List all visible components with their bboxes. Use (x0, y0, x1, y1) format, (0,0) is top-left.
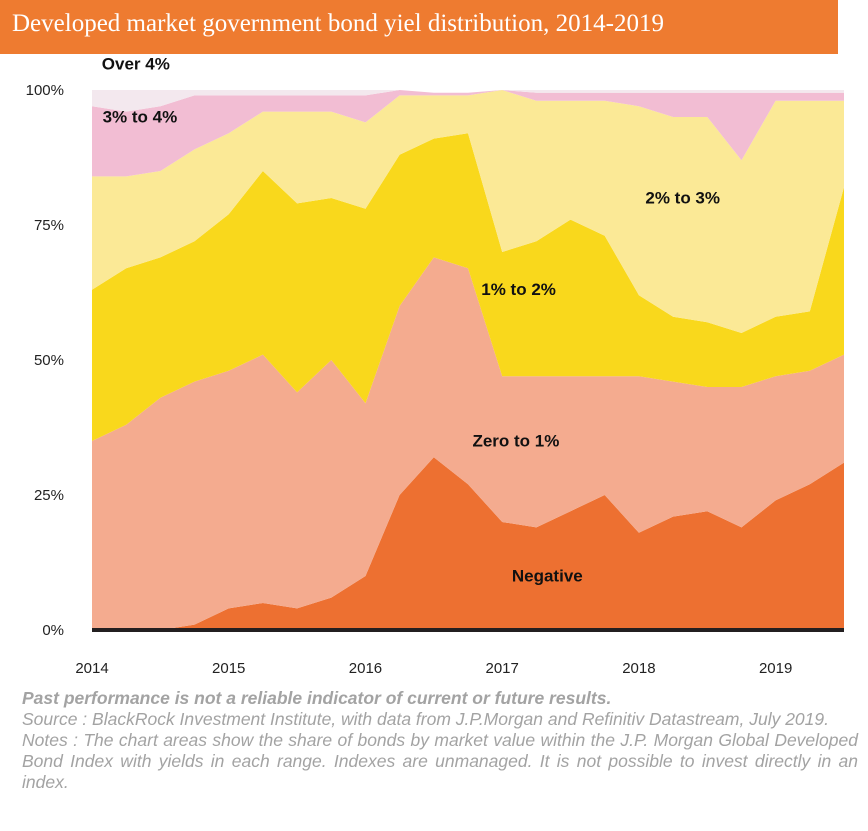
y-axis-ticks: 0% 25% 50% 75% 100% (26, 82, 64, 639)
chart-footer: Past performance is not a reliable indic… (22, 688, 858, 793)
series-label-2-to-3: 2% to 3% (645, 188, 720, 207)
x-axis-ticks: 2014 2015 2016 2017 2018 2019 (75, 660, 792, 677)
area-2-to-3 (92, 90, 844, 333)
y-tick-label: 100% (26, 82, 64, 99)
x-tick-label: 2018 (622, 660, 655, 677)
x-tick-label: 2016 (349, 660, 382, 677)
series-labels: Negative Zero to 1% 1% to 2% 2% to 3% 3% to … (102, 56, 720, 585)
y-tick-label: 0% (42, 622, 64, 639)
area-3-to-4 (92, 90, 844, 177)
y-tick-label: 50% (34, 352, 64, 369)
zero-baseline (92, 628, 844, 632)
series-label-1-to-2: 1% to 2% (481, 280, 556, 299)
disclaimer-text: Past performance is not a reliable indic… (22, 688, 612, 708)
title-bar: Developed market government bond yiel di… (0, 0, 838, 54)
source-text: Source : BlackRock Investment Institute,… (22, 709, 829, 729)
series-label-over-4: Over 4% (102, 56, 170, 74)
area-zero-to-1 (92, 257, 844, 630)
y-tick-label: 25% (34, 487, 64, 504)
stacked-area-chart: 0% 25% 50% 75% 100% 2014 2015 2016 2017 2018 2019… (26, 56, 844, 677)
area-1-to-2 (92, 133, 844, 441)
series-label-zero-to-1: Zero to 1% (472, 431, 559, 450)
chart-title: Developed market government bond yiel di… (12, 10, 664, 37)
series-label-3-to-4: 3% to 4% (103, 107, 178, 126)
area-over-4 (92, 90, 844, 112)
x-tick-label: 2017 (485, 660, 518, 677)
x-tick-label: 2019 (759, 660, 792, 677)
series-label-negative: Negative (512, 566, 583, 585)
x-tick-label: 2015 (212, 660, 245, 677)
x-tick-label: 2014 (75, 660, 108, 677)
notes-text: Notes : The chart areas show the share o… (22, 730, 858, 792)
y-tick-label: 75% (34, 217, 64, 234)
area-negative (92, 457, 844, 630)
series-areas (92, 90, 844, 630)
